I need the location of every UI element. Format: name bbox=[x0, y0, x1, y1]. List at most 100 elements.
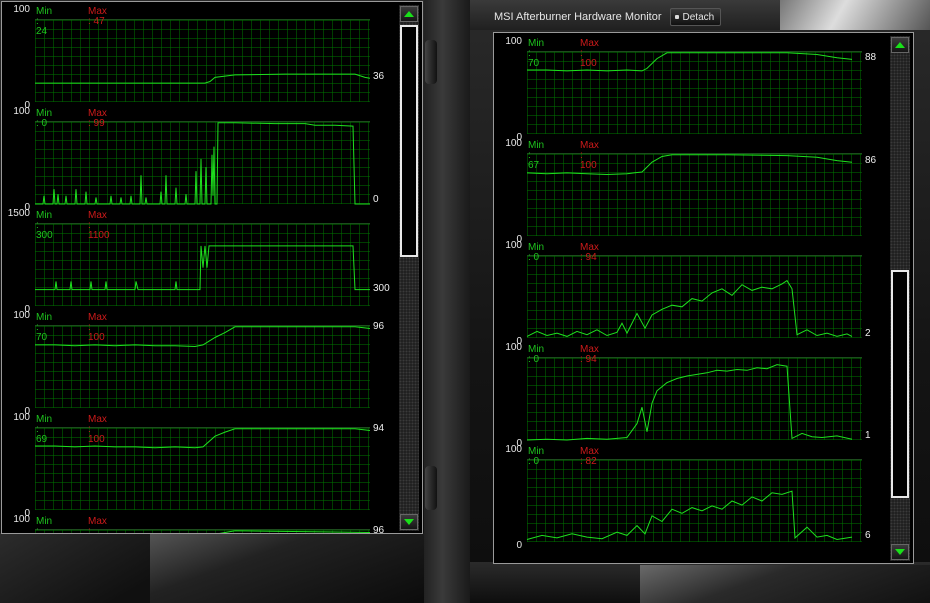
arrow-down-icon bbox=[404, 519, 414, 525]
graph-current-value: 96 bbox=[373, 321, 385, 333]
scroll-thumb[interactable] bbox=[400, 25, 418, 257]
skin-bottom-left bbox=[150, 533, 440, 603]
axis-max-label: 100 bbox=[505, 138, 522, 149]
graph-canvas bbox=[35, 19, 371, 102]
axis-max-label: 1500 bbox=[7, 208, 30, 219]
graph-min: Min : 300 bbox=[36, 210, 53, 241]
detach-icon bbox=[674, 15, 679, 19]
graph-current-value: 0 bbox=[373, 194, 379, 205]
graph-canvas bbox=[35, 121, 370, 205]
axis-max-label: 100 bbox=[505, 444, 522, 455]
graph-max: Max : 100 bbox=[580, 38, 599, 69]
graph-current-value: 6 bbox=[865, 530, 871, 542]
graph-max: Max : 82 bbox=[580, 446, 599, 467]
graph-current-value: 94 bbox=[373, 423, 385, 435]
axis-min-label: 0 bbox=[516, 336, 522, 347]
graph-min: Min : 70 bbox=[36, 516, 53, 534]
graph-min: Min : 67 bbox=[528, 140, 545, 171]
skin-corner bbox=[0, 533, 170, 603]
scroll-down-button[interactable] bbox=[891, 544, 909, 560]
graph-canvas bbox=[35, 325, 371, 408]
scroll-down-button[interactable] bbox=[400, 514, 418, 530]
graph-canvas bbox=[35, 529, 371, 533]
graph-canvas bbox=[526, 255, 862, 338]
graph-plot bbox=[35, 122, 370, 205]
axis-min-label: 0 bbox=[24, 304, 30, 315]
axis-min-label: 0 bbox=[24, 508, 30, 519]
graph-max: Max : 1100 bbox=[88, 210, 110, 241]
graph-line bbox=[526, 490, 853, 541]
graph-min: Min : 0 bbox=[528, 344, 545, 365]
graph-max: Max : 99 bbox=[88, 108, 107, 129]
graph-max: Max : 100 bbox=[88, 414, 107, 445]
graph-plot bbox=[35, 245, 370, 291]
graph-min: Min : 24 bbox=[36, 6, 53, 37]
graph-canvas bbox=[35, 427, 371, 510]
graph-min: Min : 0 bbox=[528, 242, 545, 263]
graph-current-value: 2 bbox=[865, 328, 871, 339]
graph-line bbox=[526, 279, 853, 337]
graph-canvas bbox=[526, 153, 862, 236]
graph-max: Max : 100 bbox=[580, 140, 599, 171]
graph-line bbox=[526, 364, 853, 441]
graph-line bbox=[35, 428, 371, 449]
graph-plot bbox=[526, 154, 853, 176]
detach-button[interactable]: Detach bbox=[669, 8, 722, 26]
graph-min: Min : 70 bbox=[528, 38, 545, 69]
axis-min-label: 0 bbox=[24, 406, 30, 417]
graph-current-value: 36 bbox=[373, 71, 385, 83]
axis-max-label: 100 bbox=[13, 514, 30, 525]
graph-current-value: 88 bbox=[865, 52, 877, 64]
scrollbar-right[interactable] bbox=[890, 36, 910, 561]
axis-min-label: 0 bbox=[516, 234, 522, 245]
arrow-down-icon bbox=[895, 549, 905, 555]
graph-plot bbox=[526, 490, 853, 541]
arrow-up-icon bbox=[404, 11, 414, 17]
collapse-handle-top[interactable] bbox=[425, 40, 437, 84]
graph-current-value: 96 bbox=[373, 525, 385, 534]
graph-line bbox=[35, 122, 370, 205]
graph-plot bbox=[526, 279, 853, 337]
graph-plot bbox=[527, 52, 853, 72]
graph-canvas bbox=[527, 51, 862, 134]
graph-min: Min : 69 bbox=[36, 414, 53, 445]
axis-min-label: 0 bbox=[24, 100, 30, 111]
axis-min-label: 0 bbox=[516, 132, 522, 143]
axis-max-label: 100 bbox=[13, 310, 30, 321]
graph-plot bbox=[219, 530, 371, 533]
skin-header-gloss bbox=[780, 0, 930, 30]
scroll-up-button[interactable] bbox=[891, 37, 909, 53]
graph-min: Min : 0 bbox=[36, 108, 53, 129]
scroll-thumb[interactable] bbox=[891, 270, 909, 498]
axis-max-label: 100 bbox=[13, 412, 30, 423]
graph-current-value: 86 bbox=[865, 155, 877, 167]
graph-line bbox=[35, 245, 370, 291]
graph-canvas bbox=[35, 223, 370, 306]
axis-max-label: 100 bbox=[13, 4, 30, 15]
graph-line bbox=[526, 154, 853, 176]
collapse-handle-bottom[interactable] bbox=[425, 466, 437, 510]
graph-plot bbox=[35, 326, 371, 348]
axis-max-label: 100 bbox=[505, 36, 522, 47]
skin-footer-gloss bbox=[640, 565, 930, 603]
axis-min-label: 0 bbox=[516, 438, 522, 449]
axis-min-label: 0 bbox=[516, 540, 522, 551]
scrollbar-left[interactable] bbox=[399, 5, 419, 531]
graph-max: Max : 100 bbox=[88, 516, 107, 534]
graph-plot bbox=[35, 428, 371, 449]
skin-divider bbox=[424, 0, 470, 603]
graph-canvas bbox=[526, 357, 862, 441]
graph-plot bbox=[526, 364, 853, 441]
graph-max: Max : 47 bbox=[88, 6, 107, 27]
scroll-up-button[interactable] bbox=[400, 6, 418, 22]
axis-min-label: 0 bbox=[24, 202, 30, 213]
axis-max-label: 100 bbox=[505, 342, 522, 353]
graph-line bbox=[527, 52, 853, 72]
graph-min: Min : 0 bbox=[528, 446, 545, 467]
detach-label: Detach bbox=[682, 11, 715, 23]
graph-canvas bbox=[526, 459, 862, 542]
graph-min: Min : 70 bbox=[36, 312, 53, 343]
